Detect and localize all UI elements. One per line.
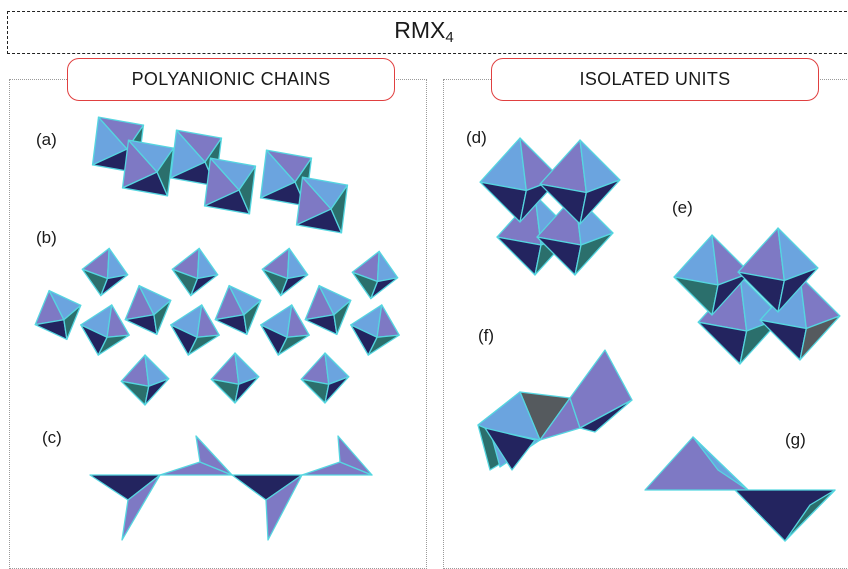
tetrahedron-face xyxy=(265,474,303,541)
label-d: (d) xyxy=(466,128,487,147)
octahedron-face xyxy=(330,184,349,234)
octahedron-face xyxy=(777,267,819,313)
octahedron-face xyxy=(574,232,614,276)
label-g: (g) xyxy=(785,430,806,449)
octahedron-face xyxy=(333,299,352,336)
label-c: (c) xyxy=(42,428,62,447)
octahedron-face xyxy=(156,147,175,197)
octahedron-face xyxy=(106,304,130,338)
formula-subscript: 4 xyxy=(445,29,454,46)
octahedron-face xyxy=(376,250,399,283)
octahedron-face xyxy=(799,315,841,361)
octahedron-face xyxy=(196,247,219,280)
structure-g-tetrahedra-pair xyxy=(644,436,836,542)
label-e: (e) xyxy=(672,198,693,217)
octahedron-face xyxy=(673,234,719,286)
octahedron-face xyxy=(286,304,310,338)
octahedron-face xyxy=(367,334,400,356)
tetrahedron-face xyxy=(644,436,749,491)
formula-base: RMX xyxy=(394,17,446,43)
title-frame xyxy=(7,11,848,54)
chains-heading: POLYANIONIC CHAINS xyxy=(67,58,395,101)
structure-d-octahedral-cluster xyxy=(479,137,621,276)
label-f: (f) xyxy=(478,326,495,345)
tetrahedron-face xyxy=(692,436,749,491)
tetrahedron-face xyxy=(195,435,233,476)
octahedron-face xyxy=(579,179,621,225)
structure-a-edge-sharing-chain xyxy=(91,116,349,234)
tetrahedron-face xyxy=(121,474,161,541)
octahedron-face xyxy=(324,376,350,404)
structure-c-corner-sharing-chain xyxy=(89,435,373,541)
octahedron-face xyxy=(196,304,220,338)
octahedron-face xyxy=(711,272,751,316)
octahedron-face xyxy=(277,334,310,356)
octahedron-face xyxy=(144,378,170,406)
structure-f-polyhedra-pair xyxy=(477,349,633,471)
octahedron-face xyxy=(106,247,129,280)
tetrahedron-face xyxy=(337,435,373,476)
octahedron-face xyxy=(243,299,262,336)
polyhedron-face xyxy=(484,427,536,471)
tetrahedron-face xyxy=(734,489,836,542)
octahedron-face xyxy=(190,274,219,297)
octahedron-face xyxy=(737,227,785,282)
octahedron-face xyxy=(63,304,82,341)
label-a: (a) xyxy=(36,130,57,149)
octahedron-face xyxy=(234,376,260,404)
structure-b-double-chain xyxy=(34,247,400,406)
isolated-heading: ISOLATED UNITS xyxy=(491,58,819,101)
octahedron-face xyxy=(97,334,130,356)
octahedron-face xyxy=(153,299,172,336)
polyhedron-face xyxy=(579,399,633,433)
structure-e-octahedral-cluster xyxy=(673,227,841,365)
octahedron-face xyxy=(479,137,527,192)
octahedron-face xyxy=(376,304,400,338)
octahedron-face xyxy=(286,247,309,280)
octahedron-face xyxy=(100,274,129,297)
octahedron-face xyxy=(187,334,220,356)
label-b: (b) xyxy=(36,228,57,247)
polyhedra-drawing xyxy=(34,116,841,542)
octahedron-face xyxy=(370,277,399,300)
formula-title: RMX4 xyxy=(0,15,848,53)
octahedron-face xyxy=(280,274,309,297)
tetrahedron-face xyxy=(784,489,836,542)
octahedron-face xyxy=(238,165,257,215)
